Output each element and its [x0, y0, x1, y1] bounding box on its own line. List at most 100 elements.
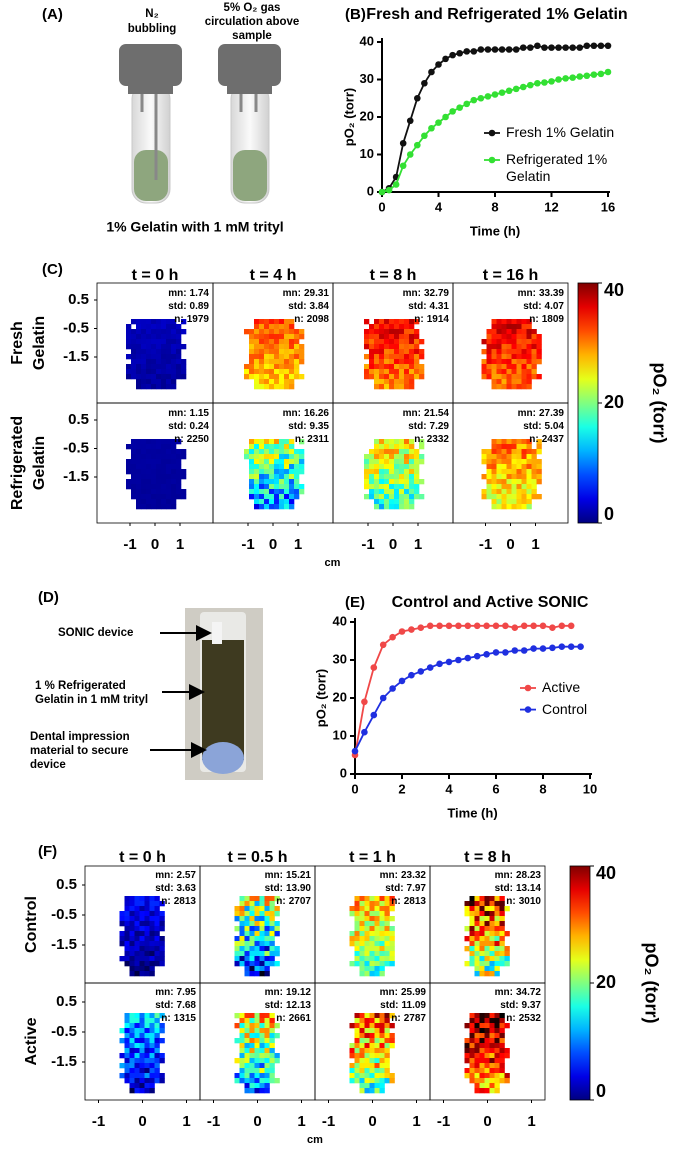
- map-pixel: [264, 1023, 270, 1029]
- map-pixel: [486, 354, 492, 360]
- data-point: [534, 42, 541, 50]
- map-pixel: [294, 489, 300, 495]
- stat-value: 2532: [519, 1013, 542, 1024]
- map-pixel: [264, 479, 270, 485]
- map-pixel: [501, 449, 507, 455]
- map-pixel: [249, 479, 255, 485]
- map-pixel: [511, 439, 517, 445]
- map-pixel: [134, 906, 140, 912]
- map-pixel: [516, 439, 522, 445]
- stat-label: mn:: [495, 870, 513, 881]
- map-pixel: [489, 1088, 495, 1094]
- map-pixel: [249, 951, 255, 957]
- map-pixel: [171, 319, 177, 325]
- map-pixel: [494, 1073, 500, 1079]
- map-pixel: [249, 444, 255, 450]
- map-pixel: [279, 364, 285, 370]
- map-pixel: [531, 349, 537, 355]
- map-pixel: [289, 334, 295, 340]
- map-pixel: [419, 479, 425, 485]
- map-pixel: [259, 1013, 265, 1019]
- map-pixel: [521, 489, 527, 495]
- map-pixel: [269, 1048, 275, 1054]
- map-pixel: [294, 474, 300, 480]
- map-pixel: [269, 1053, 275, 1059]
- map-pixel: [419, 454, 425, 460]
- map-pixel: [496, 499, 502, 505]
- map-pixel: [359, 931, 365, 937]
- map-pixel: [491, 449, 497, 455]
- x-tick-label: 1: [182, 1113, 190, 1130]
- map-pixel: [144, 901, 150, 907]
- map-pixel: [484, 1073, 490, 1079]
- map-pixel: [389, 484, 395, 490]
- map-pixel: [494, 896, 500, 902]
- map-pixel: [531, 334, 537, 340]
- map-pixel: [494, 911, 500, 917]
- map-pixel: [274, 454, 280, 460]
- map-pixel: [259, 896, 265, 902]
- map-pixel: [156, 459, 162, 465]
- map-pixel: [254, 951, 260, 957]
- map-pixel: [464, 1053, 470, 1059]
- map-pixel: [399, 384, 405, 390]
- stat-value: 25.99: [401, 987, 426, 998]
- map-pixel: [364, 916, 370, 922]
- map-pixel: [279, 459, 285, 465]
- map-pixel: [384, 961, 390, 967]
- map-pixel: [149, 916, 155, 922]
- legend-label: Refrigerated 1% Gelatin: [506, 151, 608, 184]
- row-label: Refrigerated: [9, 416, 26, 510]
- map-pixel: [374, 1013, 380, 1019]
- map-pixel: [364, 931, 370, 937]
- map-pixel: [364, 936, 370, 942]
- map-pixel: [409, 439, 415, 445]
- map-pixel: [144, 961, 150, 967]
- map-pixel: [364, 329, 370, 335]
- map-pixel: [531, 469, 537, 475]
- map-pixel: [244, 1063, 250, 1069]
- map-stat: mn: 2.57: [155, 870, 196, 881]
- map-stat: mn: 1.15: [168, 408, 209, 419]
- map-pixel: [374, 379, 380, 385]
- map-pixel: [269, 374, 275, 380]
- y-tick-label: 40: [360, 33, 374, 48]
- map-pixel: [274, 324, 280, 330]
- stat-value: 2332: [427, 434, 450, 445]
- data-point: [408, 671, 415, 679]
- map-stat: mn: 19.12: [265, 987, 312, 998]
- map-pixel: [279, 339, 285, 345]
- x-tick-label: -1: [92, 1113, 105, 1130]
- data-point: [399, 139, 407, 147]
- map-pixel: [264, 1013, 270, 1019]
- map-pixel: [496, 494, 502, 500]
- map-pixel: [506, 454, 512, 460]
- map-pixel: [166, 444, 172, 450]
- map-pixel: [129, 1033, 135, 1039]
- map-pixel: [379, 1018, 385, 1024]
- stat-label: mn:: [403, 408, 421, 419]
- data-point: [417, 624, 425, 631]
- map-pixel: [139, 936, 145, 942]
- map-pixel: [154, 956, 160, 962]
- map-pixel: [484, 921, 490, 927]
- data-point: [436, 660, 443, 668]
- map-pixel: [394, 504, 400, 510]
- map-pixel: [144, 1013, 150, 1019]
- stat-value: 28.23: [516, 870, 541, 881]
- map-pixel: [479, 1033, 485, 1039]
- map-pixel: [469, 1058, 475, 1064]
- map-pixel: [154, 1038, 160, 1044]
- map-pixel: [176, 439, 182, 445]
- data-point: [505, 87, 513, 95]
- map-pixel: [506, 464, 512, 470]
- map-pixel: [134, 921, 140, 927]
- map-pixel: [294, 449, 300, 455]
- map-pixel: [269, 334, 275, 340]
- map-pixel: [374, 354, 380, 360]
- map-pixel: [374, 941, 380, 947]
- map-pixel: [404, 504, 410, 510]
- map-pixel: [516, 474, 522, 480]
- map-pixel: [354, 1043, 360, 1049]
- map-pixel: [494, 951, 500, 957]
